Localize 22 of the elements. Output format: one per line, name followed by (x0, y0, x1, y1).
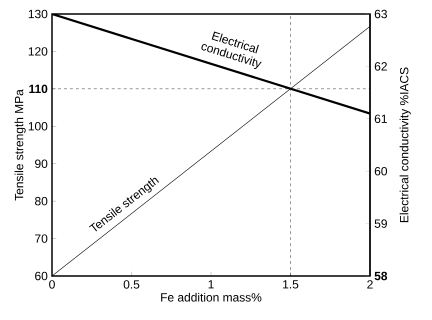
x-tick-label: 1.5 (283, 280, 298, 289)
y2-tick-label: 61 (374, 114, 387, 124)
x-tick-label: 1 (208, 280, 214, 288)
y-tick-label: 120 (28, 47, 48, 56)
x-axis-title: Fe addition mass% (161, 292, 262, 302)
y-tick-label: 60 (35, 272, 48, 280)
y-tick-label: 90 (35, 159, 48, 168)
y-axis-title: Tensile strength MPa (14, 89, 26, 201)
y-tick-label: 110 (29, 84, 48, 94)
x-tick-label: 0 (49, 280, 55, 289)
y2-tick-label: 62 (374, 62, 387, 71)
y2-axis-title: Electrical conductivity %IACS (400, 68, 411, 222)
y2-tick-label: 59 (374, 219, 387, 228)
y-tick-label: 70 (35, 234, 48, 243)
y-tick-label: 80 (35, 196, 48, 206)
x-tick-label: 2 (367, 280, 373, 289)
x-tick-label: 0.5 (124, 280, 140, 289)
y2-tick-label: 58 (374, 272, 388, 280)
y2-tick-label: 63 (374, 10, 387, 18)
y2-tick-label: 60 (374, 166, 388, 176)
y-tick-label: 100 (28, 122, 48, 131)
y-tick-label: 130 (28, 10, 48, 18)
